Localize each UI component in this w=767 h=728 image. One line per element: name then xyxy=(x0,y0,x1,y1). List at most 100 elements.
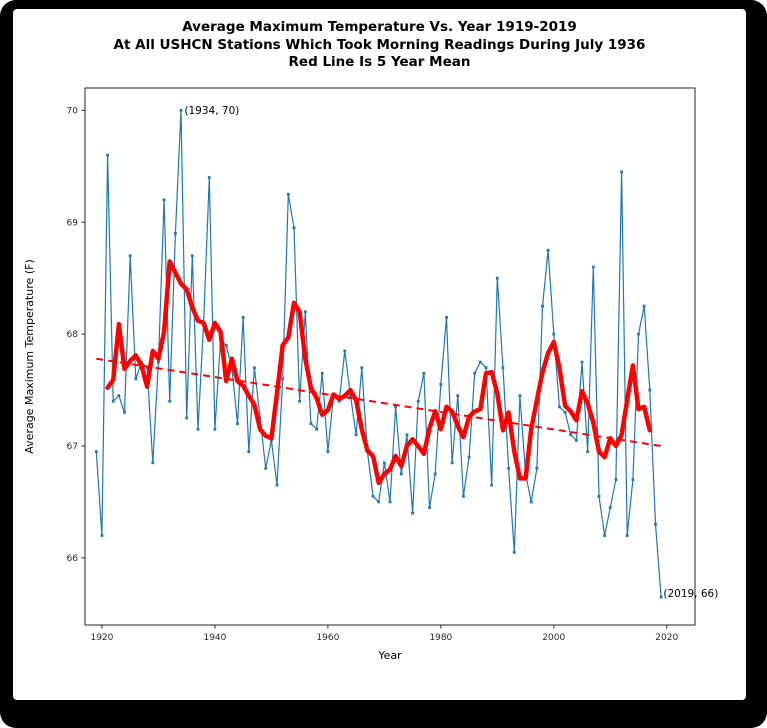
point-annotation: (2019, 66) xyxy=(663,588,718,600)
annual-data-marker xyxy=(411,511,414,515)
annual-data-marker xyxy=(614,478,618,481)
annual-data-marker xyxy=(642,304,646,308)
x-tick-label: 2020 xyxy=(655,633,678,643)
trend-dashed-line xyxy=(96,357,662,447)
plot-border xyxy=(84,87,696,626)
figure-canvas: Average Maximum Temperature Vs. Year 191… xyxy=(13,9,746,700)
chart-title-line1: Average Maximum Temperature Vs. Year 191… xyxy=(182,19,577,35)
annual-data-marker xyxy=(501,366,505,370)
annual-data-marker xyxy=(292,226,296,230)
annual-data-marker xyxy=(467,455,471,459)
annual-data-marker xyxy=(574,439,578,442)
x-tick-label: 1980 xyxy=(429,633,452,643)
annual-data-marker xyxy=(603,534,607,537)
annual-data-marker xyxy=(473,371,477,375)
annual-data-marker xyxy=(399,472,403,476)
annual-data-marker xyxy=(360,366,364,370)
annual-data-marker xyxy=(315,427,318,431)
annual-data-marker xyxy=(253,366,256,370)
annual-data-marker xyxy=(529,500,533,504)
annual-data-marker xyxy=(586,450,590,453)
annual-data-marker xyxy=(546,248,550,252)
annual-data-marker xyxy=(145,366,149,370)
annual-data-marker xyxy=(179,108,183,112)
annual-data-marker xyxy=(382,461,386,465)
annual-data-marker xyxy=(309,422,313,426)
annual-data-marker xyxy=(213,427,217,431)
annual-data-marker xyxy=(495,276,499,280)
annual-data-marker xyxy=(190,254,194,258)
annual-data-marker xyxy=(478,360,482,364)
annual-data-marker xyxy=(597,494,601,498)
annual-data-marker xyxy=(258,416,262,420)
annual-data-marker xyxy=(185,416,189,420)
annual-data-marker xyxy=(591,265,595,269)
annual-data-marker xyxy=(507,466,511,470)
annual-data-marker xyxy=(286,192,290,196)
annual-data-marker xyxy=(168,399,172,403)
annual-series-line xyxy=(95,109,662,598)
annual-data-marker xyxy=(343,349,347,353)
y-tick-label: 70 xyxy=(67,106,79,116)
annual-data-marker xyxy=(241,315,245,319)
annual-data-marker xyxy=(106,153,109,157)
annual-data-marker xyxy=(552,332,556,336)
annual-data-marker xyxy=(388,500,392,504)
annual-data-marker xyxy=(608,506,612,509)
annual-data-marker xyxy=(462,494,465,498)
annual-data-marker xyxy=(236,422,239,426)
x-axis-label: Year xyxy=(377,649,402,662)
annual-data-marker xyxy=(637,332,640,336)
annual-data-marker xyxy=(207,176,211,179)
x-tick-label: 1920 xyxy=(90,633,113,643)
annual-data-marker xyxy=(151,461,155,465)
annual-data-marker xyxy=(490,483,494,487)
annual-data-marker xyxy=(117,394,121,398)
annual-data-marker xyxy=(433,472,437,476)
annual-data-marker xyxy=(224,343,228,347)
chart-title: Average Maximum Temperature Vs. Year 191… xyxy=(13,19,746,72)
y-axis-label: Average Maximum Temperature (F) xyxy=(23,259,36,453)
annual-data-marker xyxy=(484,366,488,370)
annual-data-marker xyxy=(512,550,516,554)
annual-data-marker xyxy=(580,360,584,364)
annual-data-marker xyxy=(456,394,460,398)
annual-data-marker xyxy=(416,399,420,403)
annual-data-marker xyxy=(654,522,657,526)
annual-data-marker xyxy=(625,534,629,537)
chart-title-line3: Red Line Is 5 Year Mean xyxy=(288,54,471,70)
annual-data-marker xyxy=(659,595,663,599)
annual-data-marker xyxy=(428,506,431,509)
annual-data-marker xyxy=(371,494,375,498)
annual-data-marker xyxy=(298,399,302,403)
point-annotation: (1934, 70) xyxy=(184,105,239,117)
annual-data-marker xyxy=(275,483,279,487)
annual-data-marker xyxy=(264,466,268,470)
annual-data-marker xyxy=(563,411,567,414)
annual-data-marker xyxy=(196,427,200,431)
five-year-mean-line xyxy=(105,259,653,486)
annual-data-marker xyxy=(354,433,358,437)
y-tick-label: 68 xyxy=(67,330,79,340)
annual-data-marker xyxy=(422,371,426,375)
annual-data-marker xyxy=(558,405,561,409)
annual-data-marker xyxy=(94,450,98,453)
annual-data-marker xyxy=(134,377,138,381)
annual-data-marker xyxy=(631,478,635,481)
annual-data-marker xyxy=(157,360,160,364)
x-tick-label: 1940 xyxy=(203,633,226,643)
annual-data-marker xyxy=(100,534,104,537)
annual-data-marker xyxy=(173,232,177,235)
annual-data-marker xyxy=(281,377,285,381)
chart-title-line2: At All USHCN Stations Which Took Morning… xyxy=(113,36,646,53)
annual-data-marker xyxy=(326,450,330,453)
y-tick-label: 67 xyxy=(67,442,78,452)
annual-data-marker xyxy=(111,399,115,403)
annual-data-marker xyxy=(648,388,652,392)
annual-data-marker xyxy=(518,394,522,398)
annual-data-marker xyxy=(123,411,126,414)
y-tick-label: 69 xyxy=(67,218,79,228)
annual-data-marker xyxy=(377,500,381,504)
annual-data-marker xyxy=(620,170,623,174)
